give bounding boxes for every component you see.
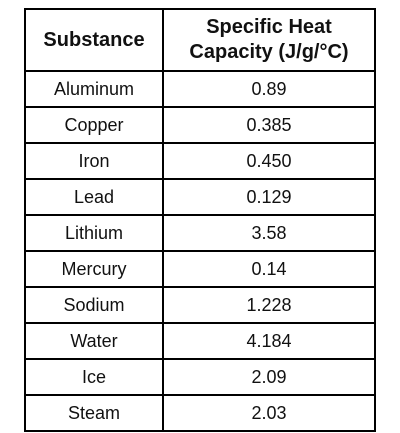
- table-row: Water 4.184: [24, 322, 376, 360]
- value-cell: 0.450: [162, 142, 376, 180]
- table-row: Lithium 3.58: [24, 214, 376, 252]
- value-cell: 2.03: [162, 394, 376, 432]
- substance-cell: Water: [24, 322, 164, 360]
- value-cell: 4.184: [162, 322, 376, 360]
- column-header: Substance: [24, 8, 164, 72]
- substance-cell: Ice: [24, 358, 164, 396]
- table-row: Copper 0.385: [24, 106, 376, 144]
- header-text: Substance: [43, 28, 145, 51]
- value-cell: 0.14: [162, 250, 376, 288]
- value-cell: 0.89: [162, 70, 376, 108]
- header-text: Capacity (J/g/°C): [189, 41, 349, 63]
- table-row: Lead 0.129: [24, 178, 376, 216]
- value-cell: 0.129: [162, 178, 376, 216]
- value-cell: 2.09: [162, 358, 376, 396]
- substance-cell: Aluminum: [24, 70, 164, 108]
- table-row: Iron 0.450: [24, 142, 376, 180]
- table-row: Aluminum 0.89: [24, 70, 376, 108]
- value-cell: 3.58: [162, 214, 376, 252]
- substance-cell: Lead: [24, 178, 164, 216]
- substance-cell: Lithium: [24, 214, 164, 252]
- table-header: Substance Specific Heat Capacity (J/g/°C): [24, 8, 376, 72]
- table-row: Steam 2.03: [24, 394, 376, 432]
- table-row: Mercury 0.14: [24, 250, 376, 288]
- specific-heat-table: Substance Specific Heat Capacity (J/g/°C) …: [24, 8, 376, 432]
- table-row: Ice 2.09: [24, 358, 376, 396]
- substance-cell: Mercury: [24, 250, 164, 288]
- table-body: Aluminum 0.89 Copper 0.385 Iron 0.450 Lead 0.12…: [24, 70, 376, 432]
- substance-cell: Sodium: [24, 286, 164, 324]
- table-row: Sodium 1.228: [24, 286, 376, 324]
- substance-cell: Copper: [24, 106, 164, 144]
- substance-cell: Iron: [24, 142, 164, 180]
- value-cell: 0.385: [162, 106, 376, 144]
- column-header: Specific Heat Capacity (J/g/°C): [162, 8, 376, 72]
- value-cell: 1.228: [162, 286, 376, 324]
- header-text: Specific Heat: [206, 16, 332, 38]
- substance-cell: Steam: [24, 394, 164, 432]
- header-row: Substance Specific Heat Capacity (J/g/°C): [24, 8, 376, 72]
